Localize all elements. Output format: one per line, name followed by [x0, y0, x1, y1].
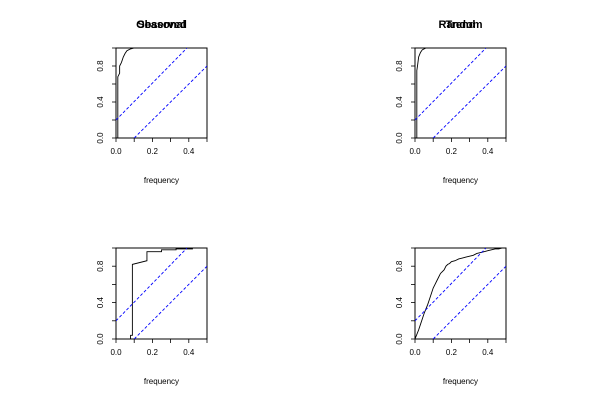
- confidence-line-trend-2: [432, 65, 506, 138]
- confidence-line-random-1: [415, 248, 487, 322]
- y-tick-label-seasonal: 0.4: [96, 296, 105, 308]
- chart-title-observed: Observed: [136, 19, 187, 31]
- x-tick-label-observed: 0.4: [183, 147, 195, 156]
- x-tick-label-random: 0.0: [409, 348, 421, 357]
- x-tick-label-random: 0.2: [446, 348, 458, 357]
- x-axis-title-random: frequency: [443, 377, 478, 386]
- cumulative-periodogram-line-observed-0: [116, 48, 207, 138]
- panel-random: Random 0.0 0.2 0.4 0.0 0.4 0.8 frequency: [395, 19, 507, 386]
- x-axis-title-observed: frequency: [144, 176, 179, 185]
- panel-observed: Observed 0.0 0.2 0.4 0.0 0.4 0.8 frequency: [96, 19, 208, 185]
- plot-frame-observed: [115, 47, 208, 139]
- chart-title-random: Random: [439, 19, 483, 31]
- confidence-line-trend-1: [415, 48, 487, 121]
- y-tick-label-random: 0.4: [395, 296, 404, 308]
- y-tick-label-random: 0.0: [395, 333, 404, 345]
- x-tick-label-random: 0.4: [482, 348, 494, 357]
- confidence-line-seasonal-1: [116, 248, 188, 322]
- panel-trend: Trend 0.0 0.2 0.4 0.0 0.4 0.8 frequency: [395, 19, 507, 185]
- x-axis-title-trend: frequency: [443, 176, 478, 185]
- cumulative-periodogram-line-trend-0: [415, 48, 506, 138]
- y-tick-label-observed: 0.0: [96, 132, 105, 144]
- x-tick-label-seasonal: 0.0: [110, 348, 122, 357]
- y-tick-label-trend: 0.0: [395, 132, 404, 144]
- x-tick-label-trend: 0.2: [446, 147, 458, 156]
- plot-frame-random: [414, 247, 507, 340]
- y-tick-label-observed: 0.8: [96, 60, 105, 72]
- y-tick-label-seasonal: 0.0: [96, 333, 105, 345]
- y-tick-label-trend: 0.8: [395, 60, 404, 72]
- x-tick-label-observed: 0.2: [147, 147, 159, 156]
- y-tick-label-trend: 0.4: [395, 96, 404, 108]
- chart-title-seasonal: Seasonal: [137, 19, 185, 31]
- x-tick-label-seasonal: 0.4: [183, 348, 195, 357]
- x-tick-label-trend: 0.4: [482, 147, 494, 156]
- x-tick-label-observed: 0.0: [110, 147, 122, 156]
- y-tick-label-random: 0.8: [395, 260, 404, 272]
- panel-seasonal: Seasonal 0.0 0.2 0.4 0.0 0.4 0.8 frequency: [96, 19, 208, 386]
- plot-frame-trend: [414, 47, 507, 139]
- confidence-line-seasonal-2: [133, 265, 207, 339]
- y-tick-label-seasonal: 0.8: [96, 260, 105, 272]
- x-axis-title-seasonal: frequency: [144, 377, 179, 386]
- x-tick-label-trend: 0.0: [409, 147, 421, 156]
- confidence-line-observed-1: [116, 48, 188, 121]
- confidence-line-random-2: [432, 265, 506, 339]
- plot-frame-seasonal: [115, 247, 208, 340]
- cumulative-periodogram-line-random-0: [415, 248, 506, 339]
- confidence-line-observed-2: [133, 65, 207, 138]
- y-tick-label-observed: 0.4: [96, 96, 105, 108]
- x-tick-label-seasonal: 0.2: [147, 348, 159, 357]
- chart-title-trend: Trend: [446, 19, 476, 31]
- cumulative-periodogram-line-seasonal-0: [116, 248, 207, 339]
